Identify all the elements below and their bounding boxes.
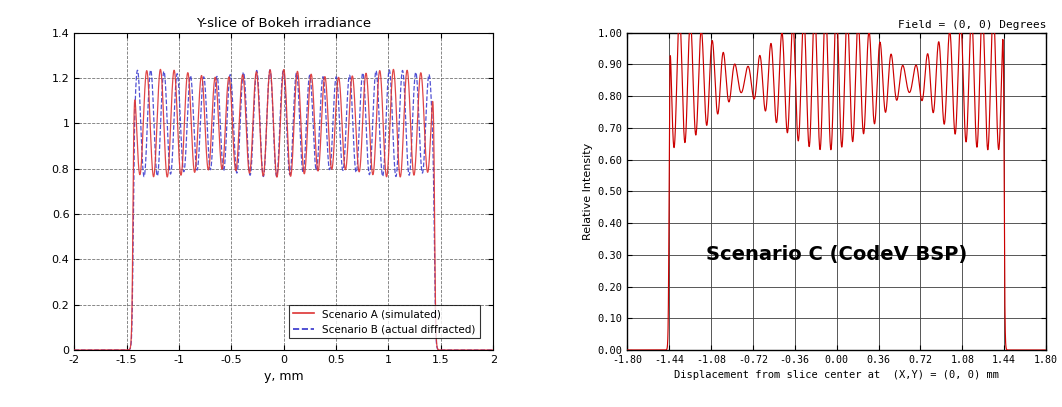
X-axis label: Displacement from slice center at  (X,Y) = (0, 0) mm: Displacement from slice center at (X,Y) …: [674, 370, 999, 381]
Title: Y-slice of Bokeh irradiance: Y-slice of Bokeh irradiance: [196, 17, 372, 30]
Y-axis label: Relative Intensity: Relative Intensity: [583, 143, 594, 240]
X-axis label: y, mm: y, mm: [264, 370, 304, 383]
Text: Scenario C (CodeV BSP): Scenario C (CodeV BSP): [706, 245, 967, 264]
Text: Field = (0, 0) Degrees: Field = (0, 0) Degrees: [897, 20, 1046, 31]
Legend: Scenario A (simulated), Scenario B (actual diffracted): Scenario A (simulated), Scenario B (actu…: [289, 305, 480, 339]
